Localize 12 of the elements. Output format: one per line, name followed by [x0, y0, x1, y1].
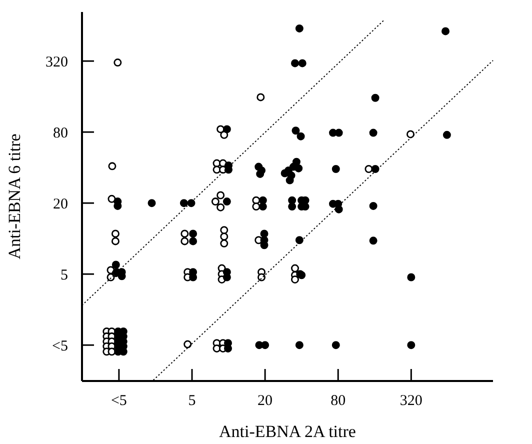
y-tick-label: <5 [52, 338, 68, 354]
x-tick-label: 80 [330, 393, 346, 409]
x-tick-label: 20 [258, 393, 273, 409]
x-axis-title: Anti-EBNA 2A titre [219, 422, 356, 441]
y-axis-title: Anti-EBNA 6 titre [5, 134, 24, 260]
y-tick-label: 320 [46, 54, 68, 70]
y-tick-label: 80 [53, 125, 68, 142]
x-tick-label: <5 [110, 393, 127, 409]
y-tick-label: 20 [53, 196, 68, 212]
x-tick-label: 5 [188, 393, 196, 409]
x-tick-label: 320 [400, 393, 422, 409]
y-tick-label: 5 [60, 267, 68, 284]
